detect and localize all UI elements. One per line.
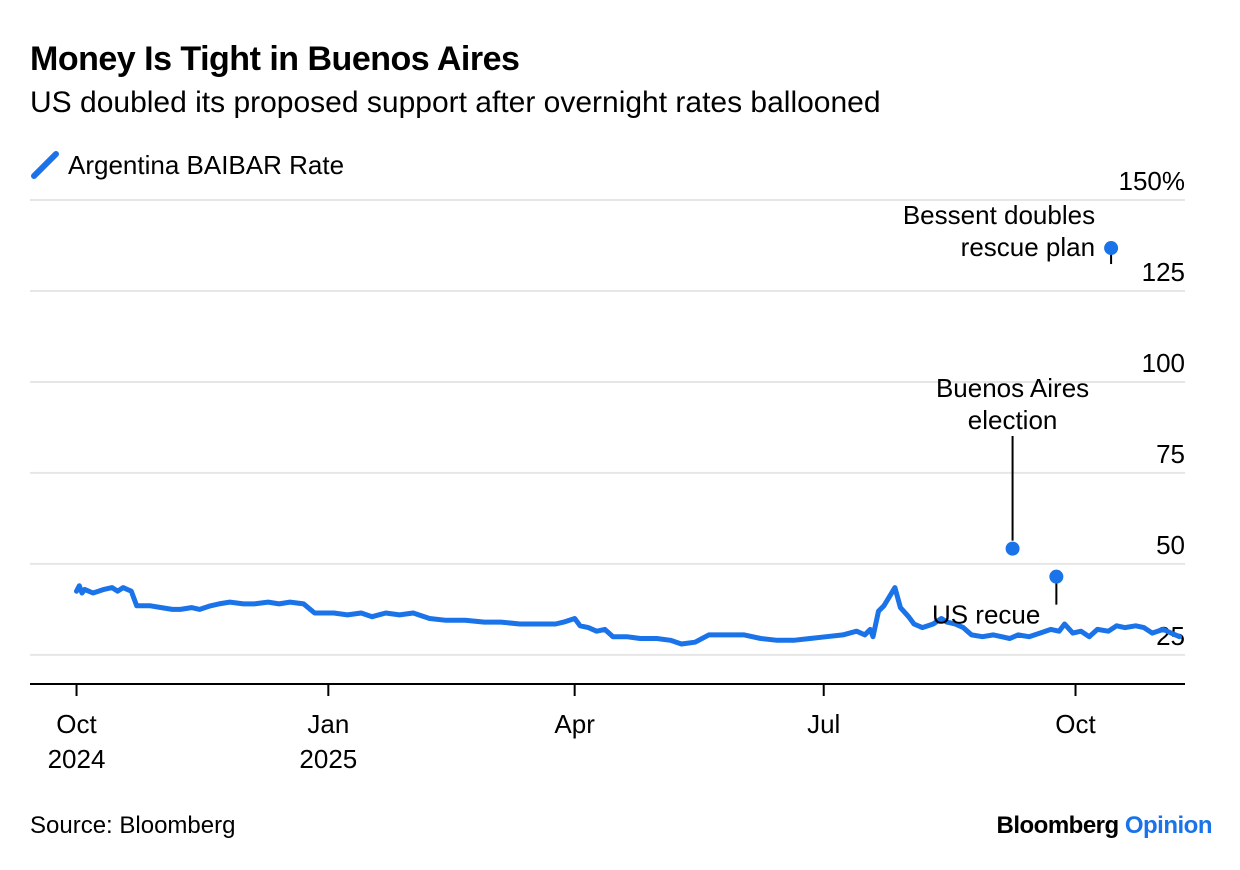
x-tick-label: Oct [1055,709,1096,739]
x-tick-label: Oct [56,709,97,739]
legend-swatch-icon [31,151,59,179]
source-note: Source: Bloomberg [30,812,236,839]
legend: Argentina BAIBAR Rate [30,148,344,182]
y-tick-label: 100 [1142,348,1185,378]
brand-accent: Opinion [1124,812,1213,839]
brand-main: Bloomberg [996,812,1120,839]
x-tick-label: Jan [307,709,349,739]
annotation-marker [1049,569,1064,584]
annotation-label: US recue [932,600,1040,630]
x-tick-label: 2025 [299,744,357,774]
x-tick-label: 2024 [48,744,106,774]
annotation-label: Bessent doubles [903,200,1095,230]
x-tick-label: Jul [807,709,840,739]
annotation-label: Buenos Aires [936,373,1089,403]
y-tick-label: 125 [1142,257,1185,287]
series-line [74,583,1182,647]
y-tick-label: 50 [1156,530,1185,560]
chart-title: Money Is Tight in Buenos Aires [30,40,520,78]
y-tick-label: 75 [1156,439,1185,469]
chart-subtitle: US doubled its proposed support after ov… [30,86,881,119]
legend-label: Argentina BAIBAR Rate [68,149,345,180]
annotation-label: election [968,405,1058,435]
x-tick-label: Apr [554,709,595,739]
annotation-marker [1005,541,1020,556]
brand-logo: Bloomberg Opinion [997,812,1213,840]
annotation-marker [1104,241,1119,256]
annotation-label: rescue plan [961,232,1095,262]
y-tick-label: 150% [1119,166,1186,196]
